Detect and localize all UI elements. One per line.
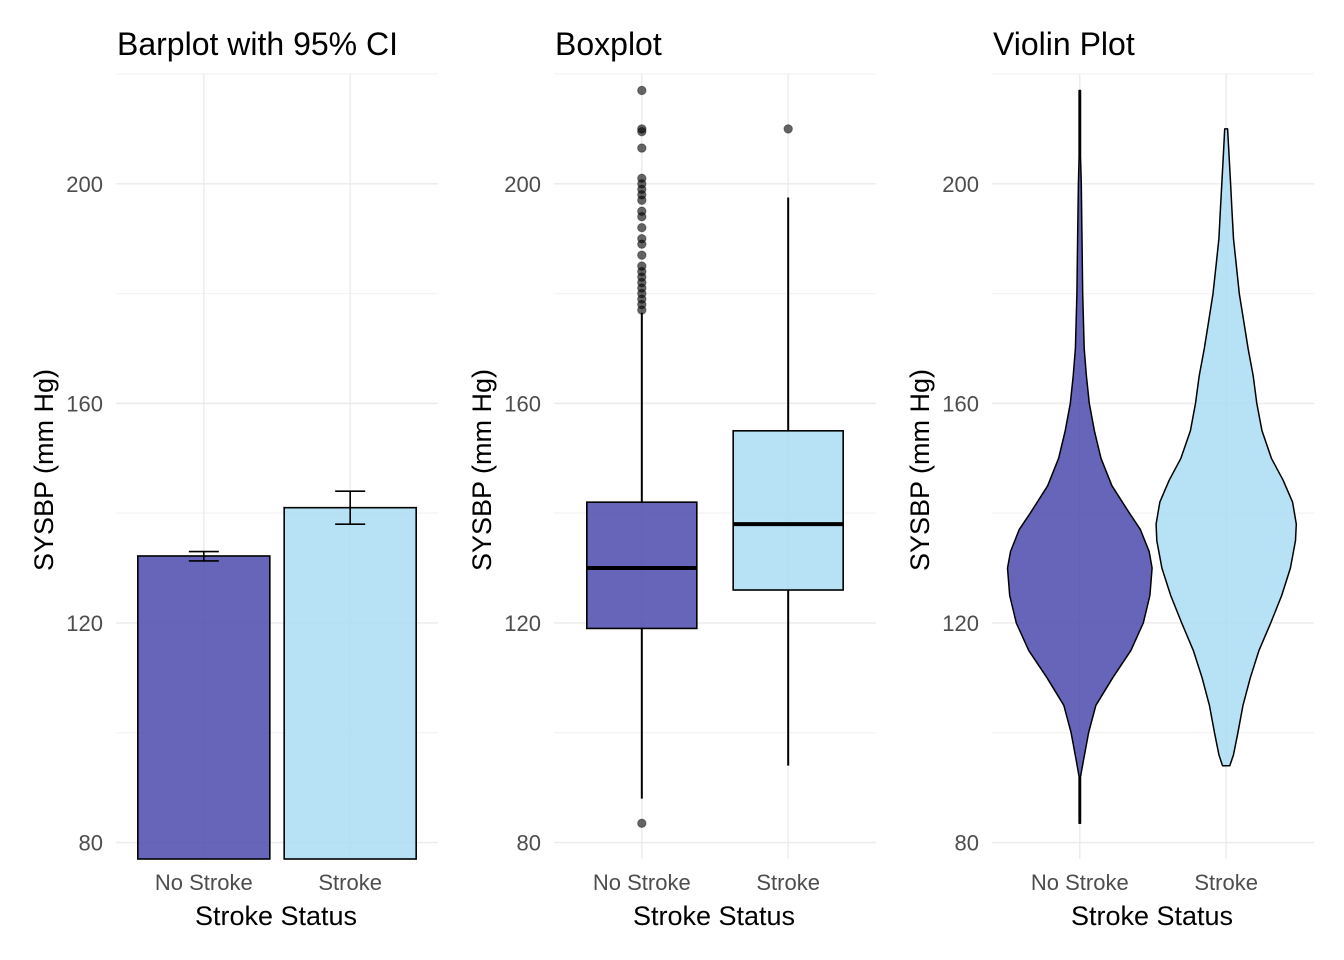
bar-no-stroke bbox=[137, 555, 271, 860]
outlier-point-no-stroke bbox=[637, 233, 647, 244]
outlier-point-no-stroke bbox=[637, 124, 647, 134]
boxplot-title: Boxplot bbox=[555, 26, 662, 62]
y-tick-label: 200 bbox=[942, 172, 979, 197]
boxplot-ticks: 80 120 160 200 No Stroke Stroke bbox=[504, 172, 820, 895]
outlier-point-no-stroke bbox=[637, 143, 647, 153]
boxplot-marks bbox=[586, 85, 844, 829]
outlier-point-no-stroke bbox=[637, 261, 647, 271]
violin-x-axis-title: Stroke Status bbox=[1071, 901, 1233, 931]
y-tick-label: 200 bbox=[66, 172, 103, 197]
boxplot-y-axis-title: SYSBP (mm Hg) bbox=[467, 369, 497, 571]
y-tick-label: 160 bbox=[504, 391, 541, 416]
y-tick-label: 120 bbox=[942, 611, 979, 636]
x-tick-label-stroke: Stroke bbox=[756, 870, 820, 895]
boxplot-x-axis-title: Stroke Status bbox=[633, 901, 795, 931]
outlier-point-no-stroke bbox=[637, 250, 647, 260]
violin-marks bbox=[1006, 89, 1298, 825]
x-tick-label-no-stroke: No Stroke bbox=[593, 870, 691, 895]
y-tick-label: 80 bbox=[517, 831, 541, 856]
outlier-point-no-stroke bbox=[637, 818, 647, 829]
outlier-point-no-stroke bbox=[637, 173, 647, 184]
barplot-panel: 80 120 160 200 No Stroke Stroke Barplot with … bbox=[29, 26, 438, 931]
outlier-point-no-stroke bbox=[637, 223, 647, 233]
box-stroke bbox=[732, 430, 844, 591]
boxplot-panel: 80 120 160 200 No Stroke Stroke Boxplot Strok… bbox=[467, 26, 876, 931]
box-no-stroke bbox=[586, 501, 698, 630]
outlier-point-stroke bbox=[783, 124, 793, 134]
barplot-marks bbox=[137, 490, 417, 860]
y-tick-label: 160 bbox=[942, 391, 979, 416]
y-tick-label: 120 bbox=[504, 611, 541, 636]
violin-ticks: 80 120 160 200 No Stroke Stroke bbox=[942, 172, 1258, 895]
violin-no-stroke bbox=[1006, 89, 1153, 825]
y-tick-label: 80 bbox=[955, 831, 979, 856]
outlier-point-no-stroke bbox=[637, 85, 647, 96]
error-bar-stroke bbox=[335, 490, 366, 525]
barplot-ticks: 80 120 160 200 No Stroke Stroke bbox=[66, 172, 382, 895]
error-bar-no-stroke bbox=[188, 550, 219, 562]
bar-stroke bbox=[283, 506, 417, 860]
y-tick-label: 80 bbox=[79, 831, 103, 856]
y-tick-label: 160 bbox=[66, 391, 103, 416]
x-tick-label-no-stroke: No Stroke bbox=[1031, 870, 1129, 895]
barplot-y-axis-title: SYSBP (mm Hg) bbox=[29, 369, 59, 571]
y-tick-label: 200 bbox=[504, 172, 541, 197]
violin-stroke bbox=[1155, 128, 1298, 767]
outlier-point-no-stroke bbox=[637, 206, 647, 216]
barplot-x-axis-title: Stroke Status bbox=[195, 901, 357, 931]
violin-title: Violin Plot bbox=[993, 26, 1135, 62]
violin-y-axis-title: SYSBP (mm Hg) bbox=[905, 369, 935, 571]
x-tick-label-stroke: Stroke bbox=[1194, 870, 1258, 895]
x-tick-label-no-stroke: No Stroke bbox=[155, 870, 253, 895]
barplot-title: Barplot with 95% CI bbox=[117, 26, 398, 62]
x-tick-label-stroke: Stroke bbox=[318, 870, 382, 895]
y-tick-label: 120 bbox=[66, 611, 103, 636]
violin-panel: 80 120 160 200 No Stroke Stroke Violin Plot S… bbox=[905, 26, 1314, 931]
